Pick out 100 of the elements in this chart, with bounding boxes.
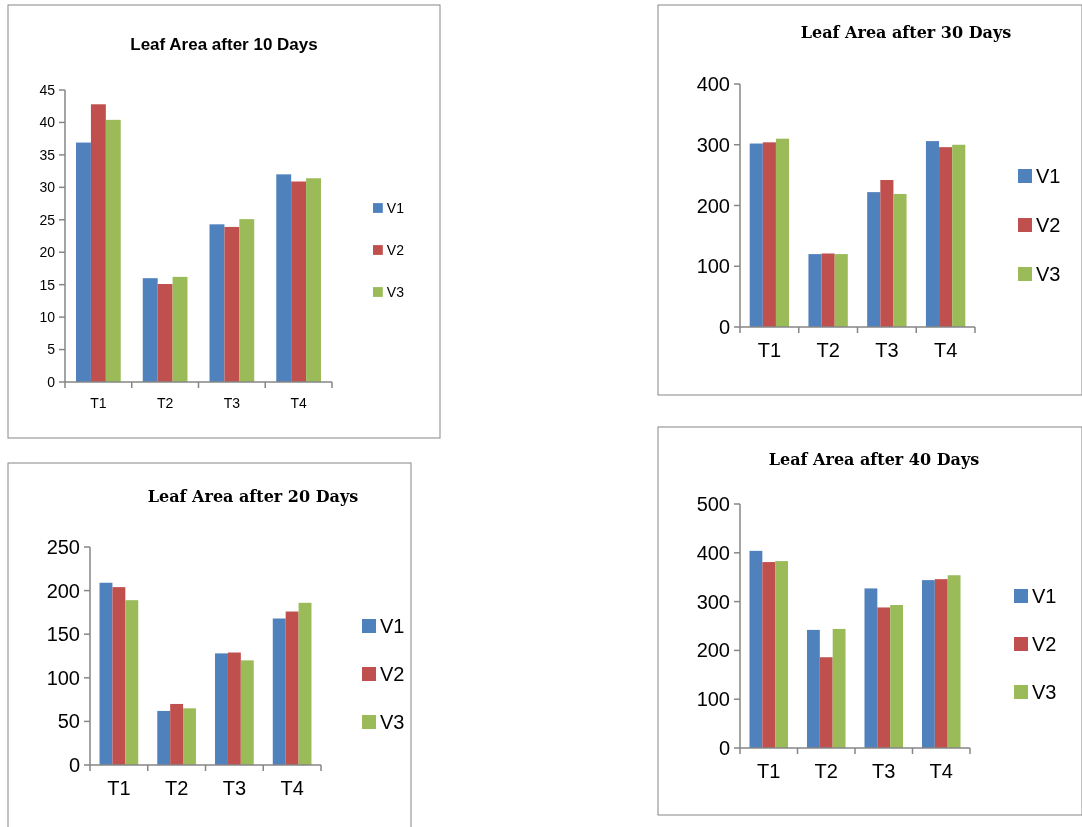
x-tick-label: T2	[156, 395, 174, 411]
chart-title: Leaf Area after 30 Days	[800, 23, 1012, 42]
bar	[157, 710, 171, 765]
bar	[819, 657, 833, 748]
bar	[272, 618, 286, 765]
y-tick-label: 25	[39, 211, 56, 228]
y-tick-label: 200	[46, 579, 80, 602]
bar	[224, 226, 240, 382]
bar	[821, 253, 835, 327]
legend-label: V2	[386, 241, 405, 258]
x-tick-label: T4	[290, 395, 307, 411]
bar	[939, 147, 953, 327]
bar	[775, 561, 789, 748]
y-tick-label: 15	[39, 276, 56, 293]
y-tick-label: 50	[57, 710, 80, 733]
y-tick-label: 150	[46, 623, 80, 646]
y-tick-label: 200	[696, 639, 730, 662]
bar	[864, 588, 878, 748]
y-tick-label: 400	[696, 541, 730, 564]
bar	[832, 628, 846, 748]
bar	[934, 579, 948, 748]
chart-title: Leaf Area after 10 Days	[130, 35, 318, 54]
y-tick-label: 400	[696, 73, 730, 95]
y-tick-label: 300	[696, 133, 730, 156]
bar	[890, 605, 904, 748]
x-tick-label: T3	[875, 339, 899, 361]
bar	[877, 607, 891, 748]
bar	[172, 276, 188, 382]
bar	[99, 582, 113, 765]
bar	[952, 144, 966, 327]
bar	[893, 193, 907, 327]
legend-label: V1	[386, 199, 405, 216]
bar	[183, 708, 196, 765]
bar	[157, 284, 173, 382]
x-tick-label: T3	[223, 395, 241, 411]
x-tick-label: T4	[929, 760, 953, 782]
x-tick-label: T4	[933, 339, 958, 361]
y-tick-label: 20	[39, 244, 56, 261]
legend-label: V2	[1032, 633, 1057, 655]
bar	[209, 224, 225, 382]
x-tick-label: T3	[872, 760, 896, 782]
legend-label: V1	[1032, 585, 1057, 607]
y-tick-label: 45	[39, 81, 56, 98]
bar	[867, 192, 881, 327]
bar	[112, 587, 126, 765]
bar	[806, 629, 820, 748]
legend-label: V1	[1036, 165, 1061, 187]
y-tick-label: 0	[47, 373, 56, 390]
x-tick-label: T4	[280, 777, 304, 799]
y-tick-label: 0	[718, 316, 730, 338]
x-tick-label: T2	[814, 760, 838, 782]
legend-label: V3	[386, 283, 405, 300]
bar	[285, 611, 299, 765]
bar	[834, 254, 848, 327]
legend-label: V3	[1036, 263, 1061, 285]
bar	[170, 703, 184, 765]
legend-label: V2	[1036, 214, 1061, 236]
bar	[306, 178, 321, 382]
bar	[105, 119, 121, 382]
bar	[880, 179, 894, 327]
bar	[808, 254, 822, 327]
x-tick-label: T2	[164, 777, 189, 799]
y-tick-label: 500	[696, 493, 730, 515]
bar	[240, 660, 254, 765]
y-tick-label: 250	[46, 536, 80, 558]
bar	[215, 653, 228, 765]
y-tick-label: 10	[39, 309, 56, 326]
y-tick-label: 30	[39, 179, 56, 196]
bar	[90, 104, 106, 382]
y-tick-label: 35	[39, 146, 56, 163]
y-tick-label: 300	[696, 590, 730, 613]
x-tick-label: T3	[222, 777, 247, 799]
bar	[947, 575, 961, 748]
bar	[227, 652, 241, 765]
bar	[76, 142, 91, 382]
legend-label: V3	[380, 711, 405, 733]
legend-label: V3	[1032, 681, 1057, 703]
bar	[775, 138, 790, 327]
bar	[749, 143, 763, 327]
x-tick-label: T1	[757, 760, 781, 782]
bar	[749, 550, 763, 748]
y-tick-label: 200	[696, 194, 730, 217]
legend-label: V2	[380, 663, 405, 685]
y-tick-label: 100	[46, 666, 80, 689]
x-tick-label: T1	[90, 395, 107, 411]
y-tick-label: 100	[696, 688, 730, 711]
bar	[125, 600, 139, 765]
bar	[925, 141, 940, 327]
bar	[921, 580, 935, 748]
chart-title: Leaf Area after 20 Days	[147, 487, 359, 506]
y-tick-label: 0	[68, 754, 80, 776]
chart-title: Leaf Area after 40 Days	[768, 450, 980, 469]
bar	[762, 562, 776, 748]
bar	[291, 181, 307, 382]
bar	[762, 142, 776, 327]
y-tick-label: 5	[47, 341, 56, 358]
bar	[239, 219, 255, 382]
y-tick-label: 40	[39, 114, 56, 131]
legend-label: V1	[380, 615, 405, 637]
x-tick-label: T1	[107, 777, 131, 799]
